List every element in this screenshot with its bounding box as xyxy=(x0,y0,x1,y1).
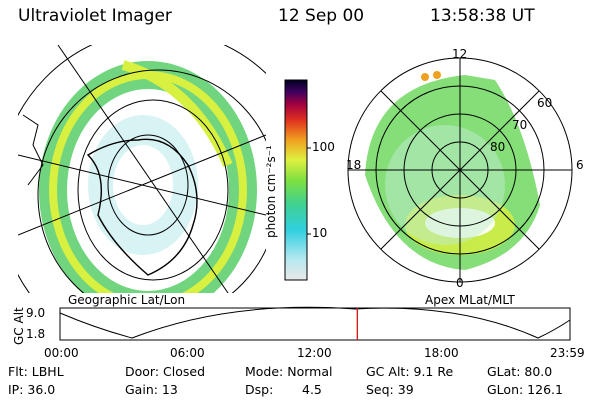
mlt-label-0: 0 xyxy=(456,276,464,290)
left-panel-label: Geographic Lat/Lon xyxy=(68,293,186,307)
magnetic-polar-image xyxy=(347,57,573,283)
right-panel-label: Apex MLat/MLT xyxy=(425,293,515,307)
time-tick-0: 00:00 xyxy=(44,346,79,360)
time-tick-4: 23:59 xyxy=(550,346,585,360)
time-tick-1: 06:00 xyxy=(170,346,205,360)
gain-info: Gain: 13 xyxy=(125,382,178,397)
instrument-title: Ultraviolet Imager xyxy=(18,6,172,26)
lat-label-60: 60 xyxy=(537,96,553,110)
time-tick-2: 12:00 xyxy=(297,346,332,360)
ip-info: IP: 36.0 xyxy=(8,382,56,397)
color-scale-bar xyxy=(284,79,311,281)
seq-info: Seq: 39 xyxy=(366,382,414,397)
dsp-value: 4.5 xyxy=(302,382,322,397)
altitude-plot xyxy=(59,306,571,341)
alt-tick-low: 1.8 xyxy=(26,327,46,341)
mlt-label-12: 12 xyxy=(452,47,468,61)
door-info: Door: Closed xyxy=(125,364,206,379)
colorbar-unit-label: photon cm⁻²s⁻¹ xyxy=(264,145,278,238)
alt-tick-high: 9.0 xyxy=(26,306,46,320)
mode-info: Mode: Normal xyxy=(245,364,333,379)
mlt-label-18: 18 xyxy=(346,158,362,172)
glat-info: GLat: 80.0 xyxy=(487,364,553,379)
gc-alt-info: GC Alt: 9.1 Re xyxy=(366,364,454,379)
glon-info: GLon: 126.1 xyxy=(487,382,563,397)
time-tick-3: 18:00 xyxy=(424,346,459,360)
lat-label-80: 80 xyxy=(490,140,506,154)
dsp-label: Dsp: xyxy=(245,382,274,397)
altitude-ylabel: GC Alt xyxy=(12,307,26,345)
colorbar-tick-10: 10 xyxy=(312,226,328,240)
lat-label-70: 70 xyxy=(512,118,528,132)
geographic-image xyxy=(18,45,266,293)
date-label: 12 Sep 00 xyxy=(278,6,365,26)
flt-info: Flt: LBHL xyxy=(8,364,64,379)
time-label: 13:58:38 UT xyxy=(430,6,535,26)
colorbar-tick-100: 100 xyxy=(312,140,335,154)
mlt-label-6: 6 xyxy=(576,158,584,172)
